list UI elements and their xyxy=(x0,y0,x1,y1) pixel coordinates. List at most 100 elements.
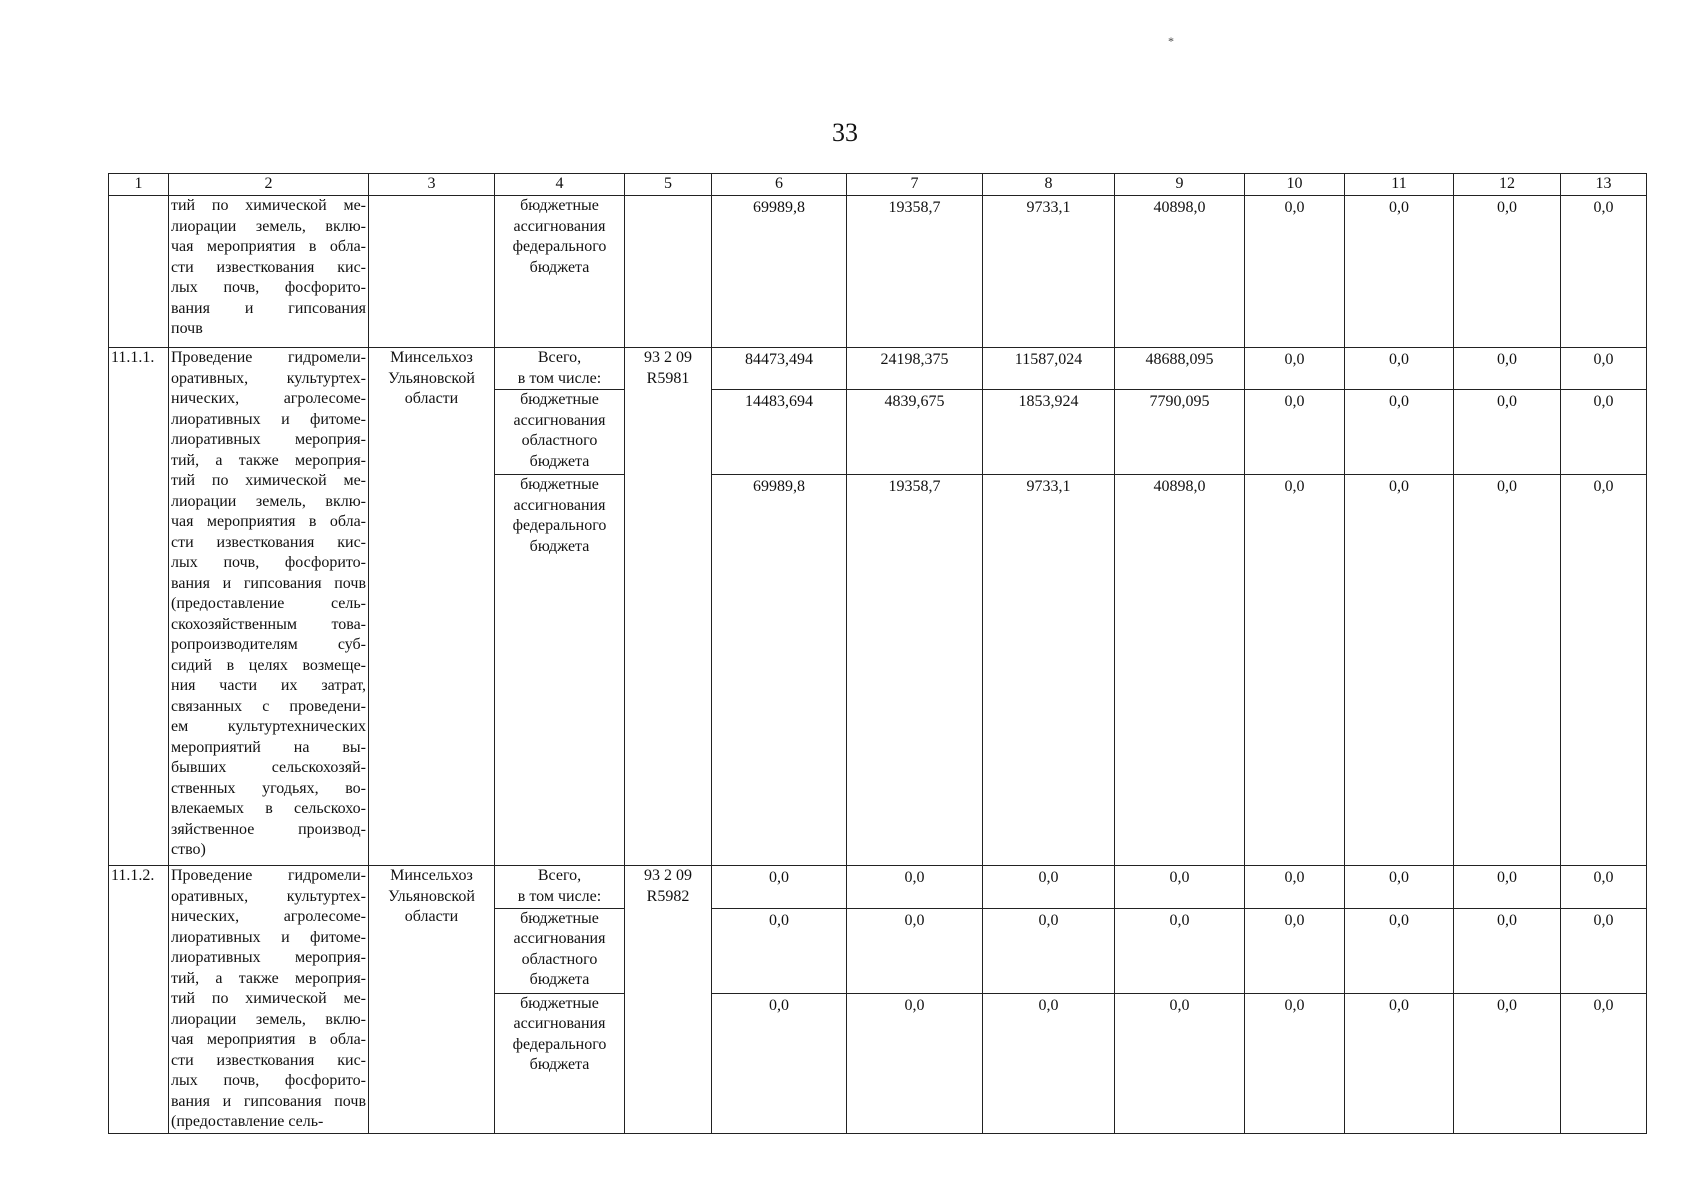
value-cell: 1853,924 xyxy=(982,389,1115,475)
text-line: ственных угодьях, во- xyxy=(171,779,366,797)
value-cell: 0,0 xyxy=(1244,347,1345,390)
text-line: Ульяновской xyxy=(388,369,475,387)
value-cell: 69989,8 xyxy=(711,474,847,866)
value-cell: 0,0 xyxy=(711,865,847,909)
text-line: оративных, культуртех- xyxy=(171,887,366,905)
text-line: лиоративных мероприя- xyxy=(171,431,366,448)
value-cell: 0,0 xyxy=(1244,195,1345,348)
text-line: ния части их затрат, xyxy=(171,677,366,694)
value-cell: 9733,1 xyxy=(982,474,1115,866)
text-line: вания и гипсования почв xyxy=(171,574,366,592)
value-cell: 0,0 xyxy=(1560,195,1647,348)
text-line: лых почв, фосфорито- xyxy=(171,554,366,571)
value-cell: 11587,024 xyxy=(982,347,1115,390)
text-line: Минсельхоз xyxy=(390,349,473,366)
text-line: (предоставление сель- xyxy=(171,1113,324,1130)
text-line: R5981 xyxy=(646,369,690,387)
value-cell: 0,0 xyxy=(1560,865,1647,909)
text-line: сидий в целях возмеще- xyxy=(171,656,366,674)
value-cell: 0,0 xyxy=(1344,389,1454,475)
column-number: 2 xyxy=(168,173,369,196)
text-line: лых почв, фосфорито- xyxy=(171,279,366,296)
table-row: 11.1.2. Проведение гидромели-оративных, к… xyxy=(108,865,1647,1134)
value-cell: 48688,095 xyxy=(1114,347,1245,390)
column-number: 6 xyxy=(711,173,847,196)
value-cell: 0,0 xyxy=(1453,907,1561,994)
funding-label-cell: Всего, в том числе: xyxy=(494,865,625,909)
text-line: скохозяйственным това- xyxy=(171,615,366,633)
text-line: ассигнования xyxy=(513,217,606,235)
text-line: чая мероприятия в обла- xyxy=(171,1031,366,1048)
text-line: лиоративных и фитоме- xyxy=(171,410,366,428)
value-cell: 0,0 xyxy=(1244,474,1345,866)
text-line: лиоративных и фитоме- xyxy=(171,928,366,946)
text-line: области xyxy=(404,390,459,407)
item-number: 11.1.1. xyxy=(108,347,169,866)
code-cell: 93 2 09 R5982 xyxy=(624,865,712,1134)
table-row: бюджетные ассигнования федерального бюджета… xyxy=(109,992,1647,1134)
text-line: бюджетные xyxy=(520,909,599,927)
text-line: лиоративных мероприя- xyxy=(171,949,366,966)
value-cell: 0,0 xyxy=(1453,865,1561,909)
value-cell: 0,0 xyxy=(1344,865,1454,909)
text-line: бюджета xyxy=(529,971,590,989)
text-line: ство) xyxy=(171,841,206,858)
executor-cell: Минсельхоз Ульяновской области xyxy=(368,865,495,1134)
text-line: лиорации земель, вклю- xyxy=(171,492,366,510)
text-line: тий по химической ме- xyxy=(171,472,366,489)
funding-label-cell: бюджетные ассигнования федерального бюджета xyxy=(494,474,625,866)
text-line: ассигнования xyxy=(513,930,606,948)
text-line: оративных, культуртех- xyxy=(171,369,366,387)
text-line: сти известкования кис- xyxy=(171,533,366,551)
value-cell: 9733,1 xyxy=(982,195,1115,348)
column-number: 7 xyxy=(846,173,983,196)
text-line: Всего, xyxy=(537,867,582,884)
description-cell: тий по химической ме-лиорации земель, вк… xyxy=(168,195,369,348)
text-line: областного xyxy=(521,950,598,968)
value-cell: 0,0 xyxy=(1344,474,1454,866)
text-line: ассигнования xyxy=(513,496,606,514)
text-line: связанных с проведени- xyxy=(171,697,366,715)
funding-label-cell: бюджетные ассигнования федерального бюджета xyxy=(494,992,625,1134)
value-cell: 0,0 xyxy=(1344,907,1454,994)
text-line: зяйственное производ- xyxy=(171,820,366,838)
funding-label-cell: Всего, в том числе: xyxy=(494,347,625,390)
text-line: тий, а также мероприя- xyxy=(171,969,366,987)
text-line: лых почв, фосфорито- xyxy=(171,1072,366,1089)
value-cell: 0,0 xyxy=(1344,347,1454,390)
text-line: Минсельхоз xyxy=(390,867,473,884)
value-cell: 0,0 xyxy=(982,865,1115,909)
text-line: тий, а также мероприя- xyxy=(171,451,366,469)
text-line: бюджетные xyxy=(520,391,599,408)
text-line: влекаемых в сельскохо- xyxy=(171,800,366,817)
text-line: бюджетные xyxy=(520,476,599,493)
value-cell: 0,0 xyxy=(1244,865,1345,909)
column-number: 12 xyxy=(1453,173,1561,196)
table-row: 11.1.1. Проведение гидромели-оративных, к… xyxy=(108,347,1647,866)
column-number: 3 xyxy=(368,173,495,196)
value-cell: 84473,494 xyxy=(711,347,847,390)
value-cell: 0,0 xyxy=(1560,347,1647,390)
value-cell: 0,0 xyxy=(1453,389,1561,475)
text-line: ассигнования xyxy=(513,411,606,429)
description-cell: Проведение гидромели-оративных, культурт… xyxy=(168,865,369,1134)
value-cell: 0,0 xyxy=(1244,907,1345,994)
text-line: тий по химической ме- xyxy=(171,990,366,1007)
value-cell: 0,0 xyxy=(1453,474,1561,866)
value-cell: 19358,7 xyxy=(846,474,983,866)
text-line: федерального xyxy=(512,1035,607,1053)
value-cell: 0,0 xyxy=(1114,992,1245,1134)
value-cell: 0,0 xyxy=(1560,992,1647,1134)
executor-cell xyxy=(368,195,495,348)
text-line: лиорации земель, вклю- xyxy=(171,1010,366,1028)
text-line: федерального xyxy=(512,238,607,255)
text-line: 93 2 09 xyxy=(644,349,692,366)
text-line: в том числе: xyxy=(517,369,602,387)
value-cell: 0,0 xyxy=(982,992,1115,1134)
text-line: чая мероприятия в обла- xyxy=(171,238,366,255)
description-cell: Проведение гидромели-оративных, культурт… xyxy=(168,347,369,866)
text-line: ассигнования xyxy=(513,1015,606,1033)
text-line: тий по химической ме- xyxy=(171,197,366,214)
text-line: сти известкования кис- xyxy=(171,258,366,276)
value-cell: 0,0 xyxy=(1453,347,1561,390)
